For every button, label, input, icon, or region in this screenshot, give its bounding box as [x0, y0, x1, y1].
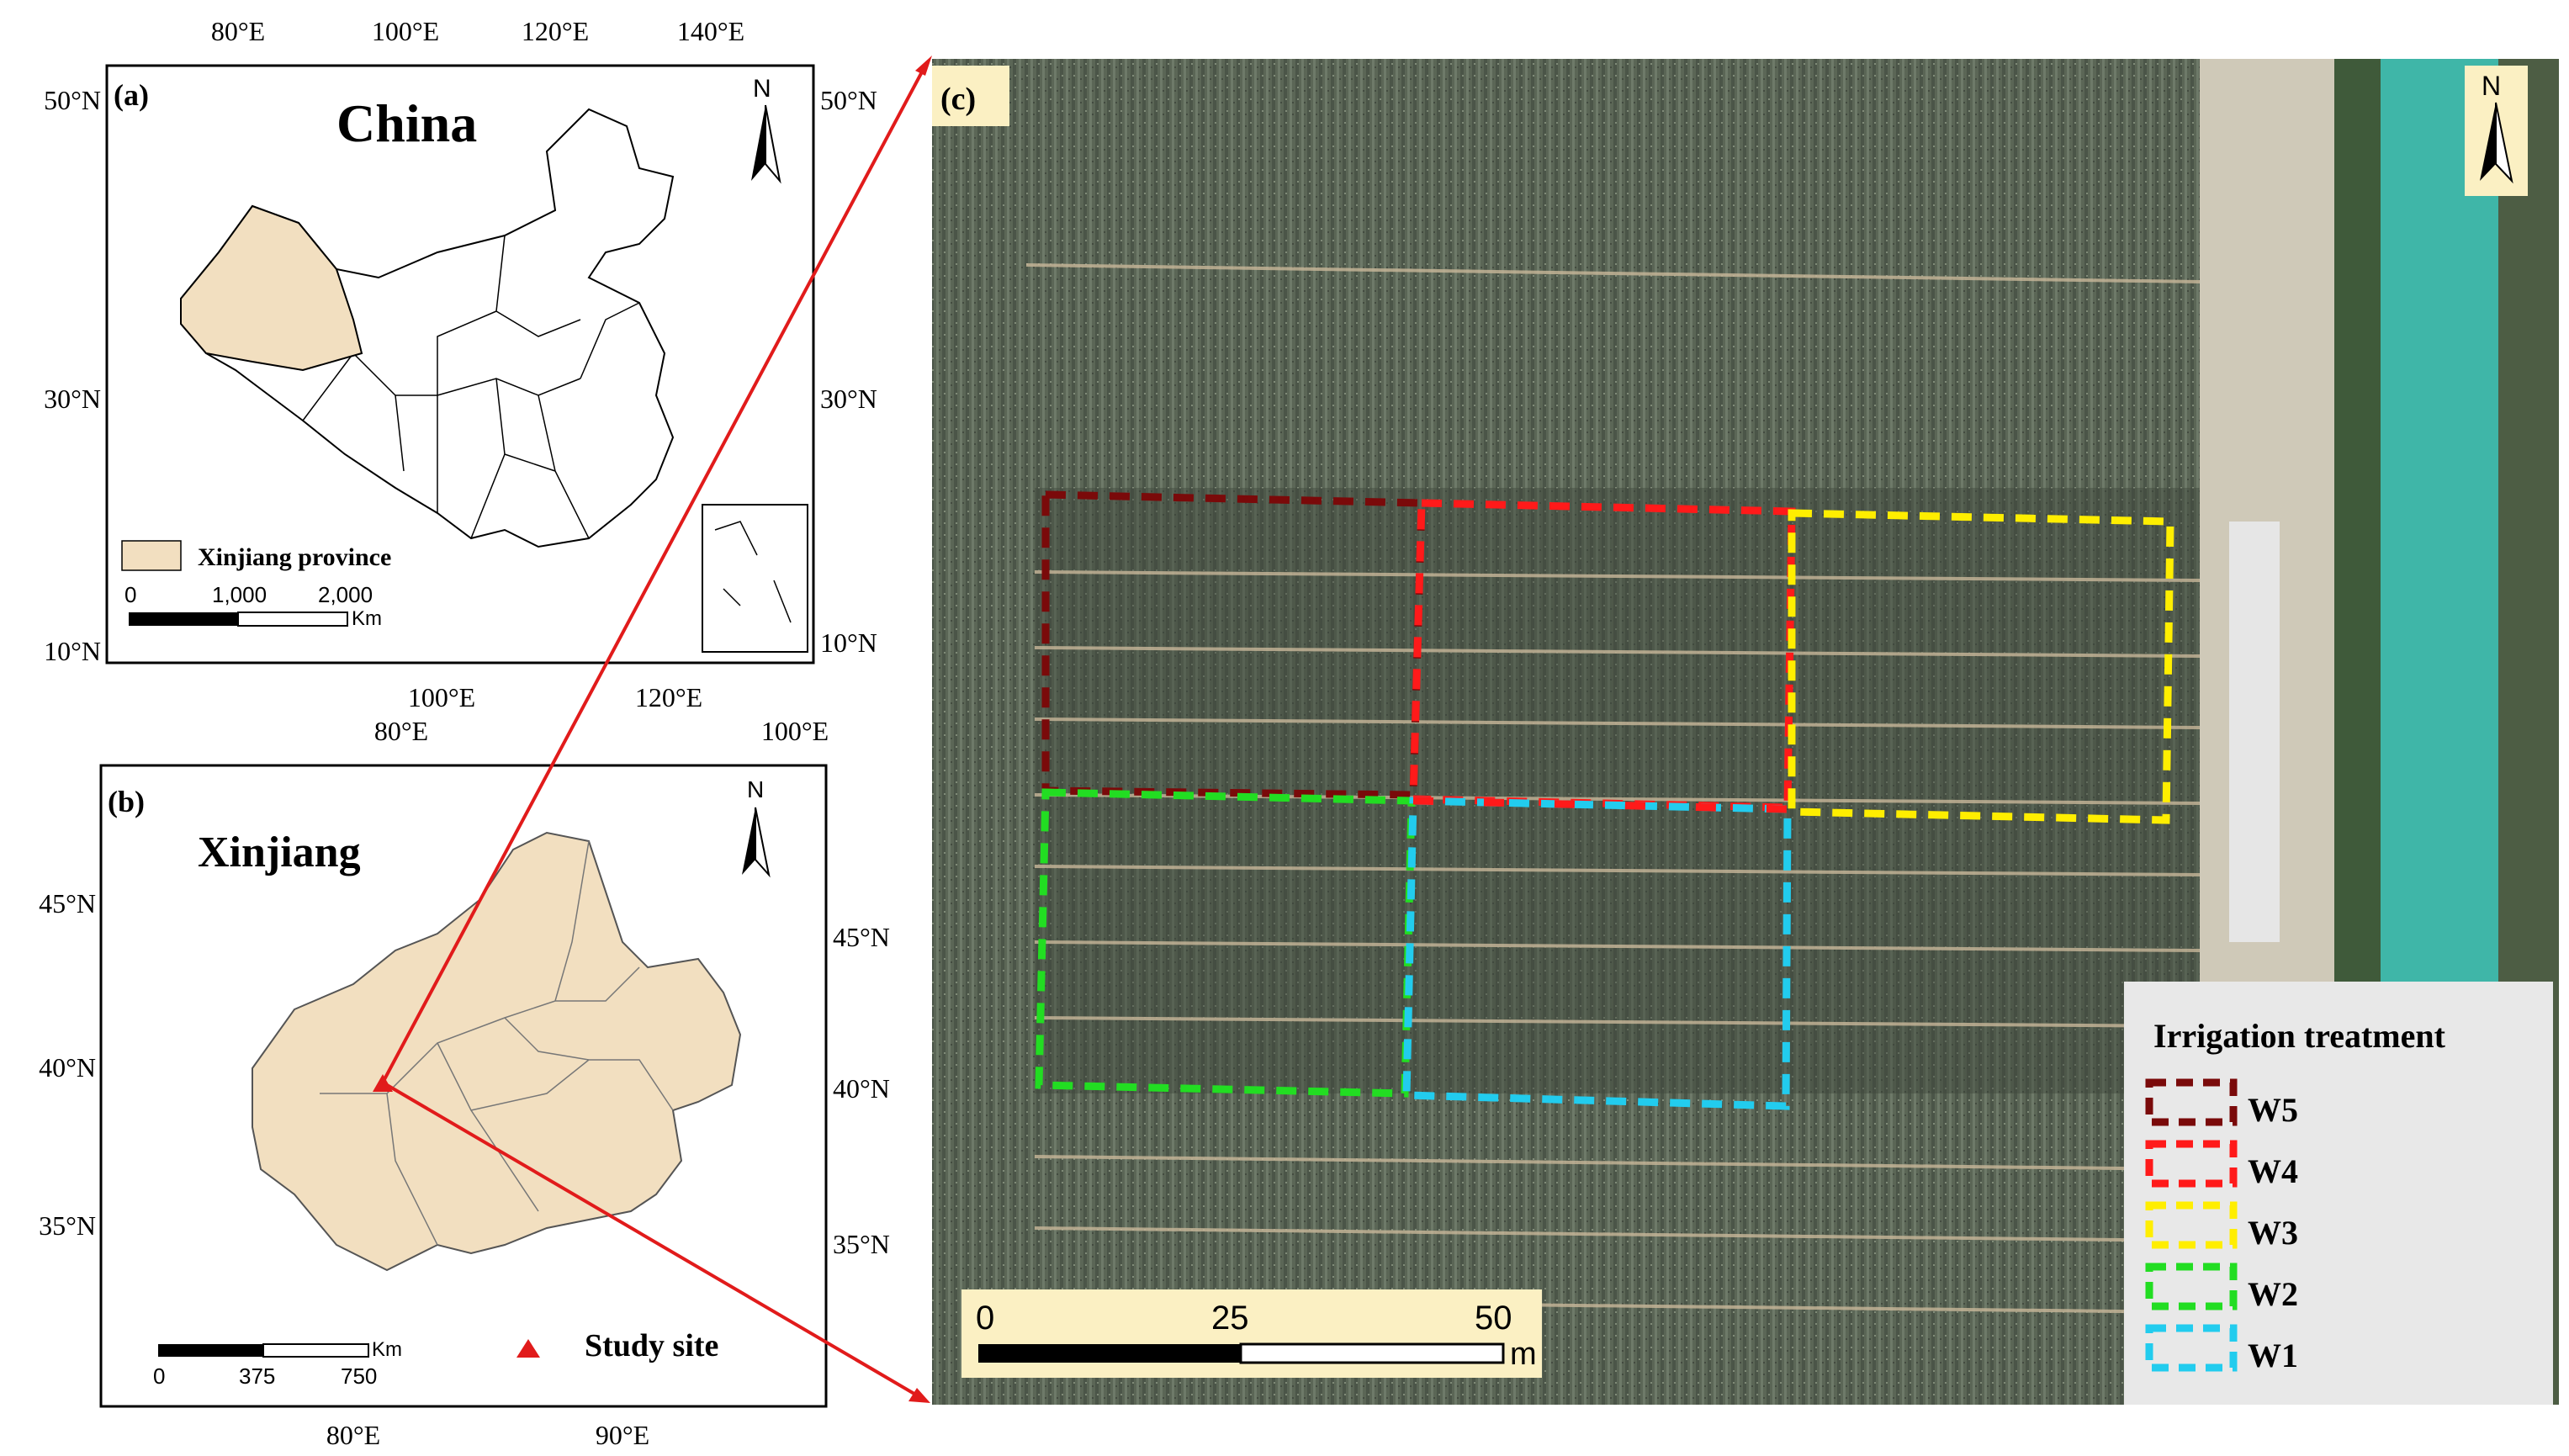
plot-w2	[1035, 788, 1416, 1098]
panel-a-top-tick-0: 80°E	[211, 16, 265, 46]
panel-a-scale-label-1: 1,000	[212, 582, 267, 607]
panel-a-left-tick-1: 30°N	[44, 384, 101, 414]
panel-a-top-tick-2: 120°E	[522, 16, 589, 46]
panel-c-scale-unit: m	[1510, 1337, 1537, 1372]
panel-b-scale-label-0: 0	[153, 1363, 165, 1389]
xinjiang-prefecture-lines	[320, 840, 674, 1246]
panel-a-right-tick-2: 10°N	[820, 627, 877, 658]
legend-label-w2: W2	[2248, 1275, 2298, 1313]
panel-b-tag: (b)	[108, 785, 145, 818]
study-site-legend-marker	[516, 1339, 540, 1358]
legend-swatch-w1	[2145, 1324, 2238, 1372]
panel-c-scale-bar-white	[1239, 1342, 1505, 1364]
svg-text:N: N	[2482, 71, 2501, 101]
panel-b-left-tick-2: 35°N	[39, 1210, 96, 1241]
panel-c-scale-box	[961, 1289, 1542, 1378]
irrigation-legend-title: Irrigation treatment	[2153, 1017, 2446, 1055]
panel-b-scale-bar-black	[158, 1344, 263, 1357]
xinjiang-legend-label: Xinjiang province	[198, 543, 391, 571]
panel-a-right-tick-0: 50°N	[820, 85, 877, 115]
panel-b-scale-label-1: 375	[239, 1363, 275, 1389]
panel-a-left-tick-2: 10°N	[44, 636, 101, 666]
legend-swatch-w2	[2145, 1263, 2238, 1310]
panel-b-north-arrow: N	[742, 776, 771, 878]
panel-a-tag: (a)	[114, 78, 149, 112]
china-province-lines	[302, 235, 640, 539]
panel-a-china-map: (a) China N Xinjiang province 0 1,000 2,…	[44, 16, 877, 712]
panel-c-north-arrow: N	[2480, 71, 2513, 184]
panel-c-scale-label-0: 0	[976, 1300, 994, 1337]
inset-islands	[714, 521, 792, 623]
panel-c-scale-label-1: 25	[1211, 1300, 1249, 1337]
panel-b-top-tick-1: 100°E	[761, 716, 829, 746]
study-site-legend-label: Study site	[585, 1328, 718, 1363]
panel-b-scale-unit: Km	[372, 1338, 402, 1361]
xinjiang-province-fill	[180, 204, 363, 372]
xinjiang-legend-swatch	[121, 540, 182, 571]
irrigation-legend-swatches	[2145, 1078, 2238, 1372]
panel-a-scale-unit: Km	[352, 607, 382, 630]
panel-a-bottom-tick-1: 120°E	[635, 682, 702, 712]
legend-label-w1: W1	[2248, 1337, 2298, 1374]
panel-b-title: Xinjiang	[198, 829, 361, 876]
legend-swatch-w3	[2145, 1201, 2238, 1249]
panel-b-right-tick-2: 35°N	[833, 1229, 890, 1259]
panel-a-north-arrow: N	[751, 75, 781, 184]
legend-label-w4: W4	[2248, 1152, 2298, 1190]
legend-label-w3: W3	[2248, 1214, 2298, 1252]
plot-w5	[1041, 490, 1426, 799]
panel-b-left-tick-1: 40°N	[39, 1052, 96, 1083]
panel-a-scale-label-0: 0	[124, 582, 136, 607]
treatment-plots	[1035, 490, 2174, 1110]
panel-b-left-tick-0: 45°N	[39, 888, 96, 919]
irrigation-legend	[2124, 982, 2553, 1405]
furrow-lines	[1025, 263, 2201, 1314]
panel-c-uav-field-image: (c) N 0 25 50 m Irrigation treatment W5 …	[932, 59, 2559, 1405]
panel-a-top-tick-3: 140°E	[677, 16, 744, 46]
panel-b-scale-bar-white	[262, 1343, 369, 1358]
panel-b-xinjiang-map: (b) Xinjiang N Km 0 375 750 Study site 8…	[39, 716, 890, 1450]
concrete-slab	[2229, 522, 2280, 942]
svg-text:N: N	[747, 776, 764, 802]
panel-a-bottom-tick-0: 100°E	[408, 682, 475, 712]
svg-text:N: N	[753, 75, 771, 103]
south-china-sea-inset	[702, 504, 808, 653]
panel-b-scale-label-2: 750	[341, 1363, 377, 1389]
plot-w1	[1402, 797, 1792, 1110]
legend-label-w5: W5	[2248, 1091, 2298, 1129]
panel-b-bottom-tick-1: 90°E	[596, 1420, 649, 1450]
panel-b-bottom-tick-0: 80°E	[326, 1420, 380, 1450]
panel-a-scale-label-2: 2,000	[318, 582, 373, 607]
panel-a-top-tick-1: 100°E	[372, 16, 439, 46]
zoom-pointer-lines	[381, 56, 932, 1403]
panel-b-right-tick-1: 40°N	[833, 1073, 890, 1104]
panel-c-scale-bar-black	[978, 1344, 1241, 1363]
panel-a-left-tick-0: 50°N	[44, 85, 101, 115]
panel-a-title: China	[336, 93, 477, 153]
panel-c-tag-box	[932, 66, 1009, 126]
panel-a-scale-bar-black	[129, 612, 238, 626]
panel-a-scale-bar-white	[237, 612, 348, 627]
panel-b-right-tick-0: 45°N	[833, 922, 890, 952]
panel-a-right-tick-1: 30°N	[820, 384, 877, 414]
legend-swatch-w4	[2145, 1140, 2238, 1188]
panel-c-tag: (c)	[940, 82, 976, 117]
panel-c-scale-label-2: 50	[1475, 1300, 1512, 1337]
legend-swatch-w5	[2145, 1078, 2238, 1126]
panel-b-top-tick-0: 80°E	[374, 716, 428, 746]
plot-w3	[1788, 509, 2174, 824]
